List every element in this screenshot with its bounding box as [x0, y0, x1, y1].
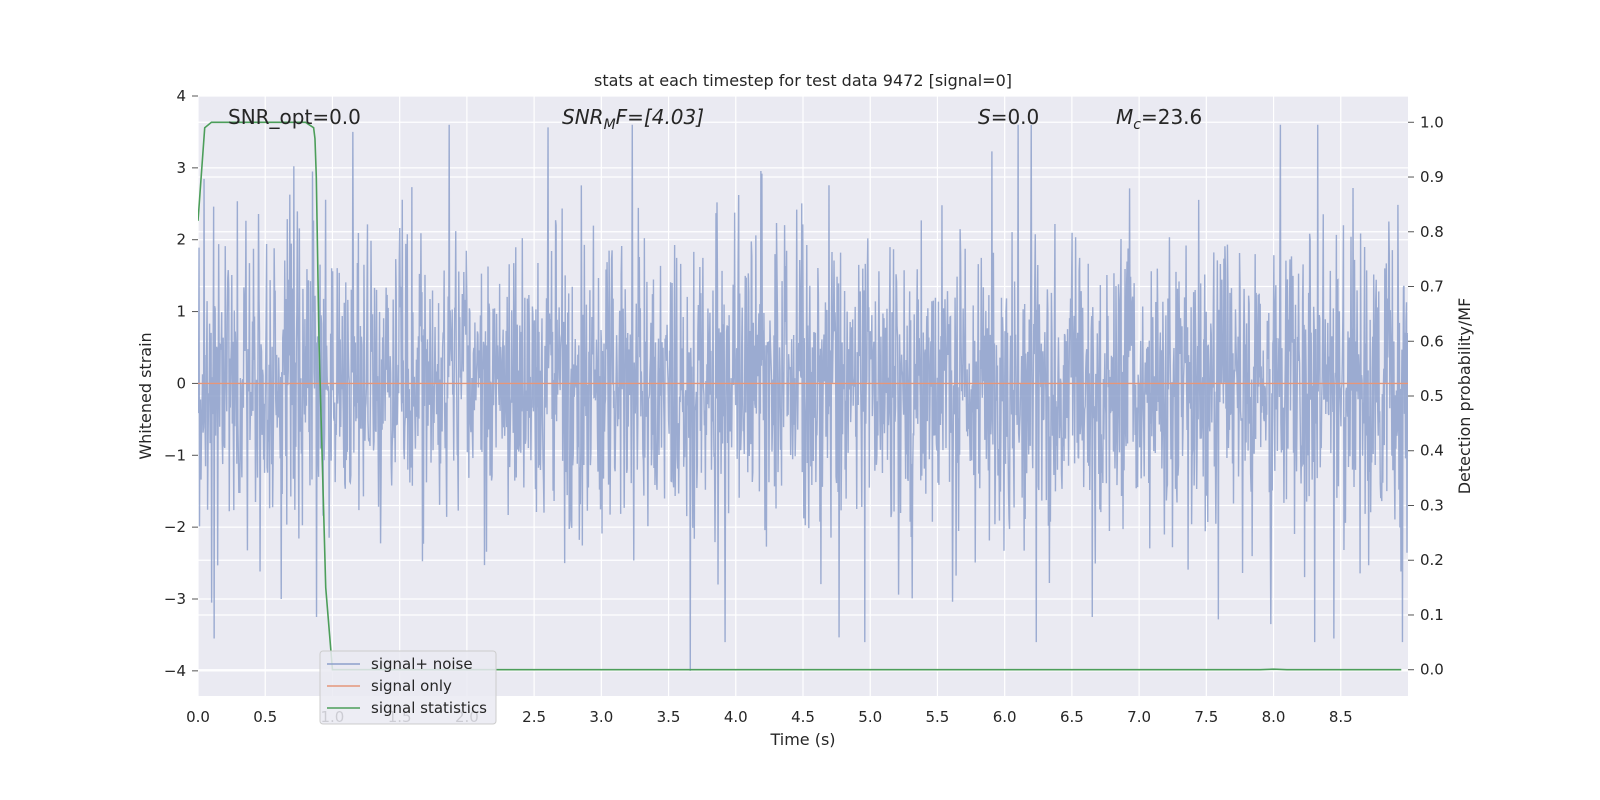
legend-label-signal-only: signal only — [371, 677, 452, 695]
x-tick-label: 6.5 — [1060, 708, 1084, 726]
x-tick-label: 3.5 — [657, 708, 681, 726]
y-tick-label: 4 — [176, 87, 186, 105]
annotation-mc-base: M — [1116, 105, 1133, 129]
annotation-snr-mf-rest: F=[4.03] — [616, 105, 704, 129]
x-tick-label: 0.5 — [253, 708, 277, 726]
annotation-snr-mf-base: SNR — [562, 105, 604, 129]
legend: signal+ noise signal only signal statist… — [319, 650, 497, 725]
y-tick-label: −3 — [164, 590, 186, 608]
x-tick-label: 6.0 — [993, 708, 1017, 726]
x-tick-label: 5.5 — [926, 708, 950, 726]
x-tick-label: 3.0 — [589, 708, 613, 726]
x-tick-label: 7.5 — [1194, 708, 1218, 726]
y2-tick-label: 0.8 — [1420, 223, 1444, 241]
y2-axis-label: Detection probability/MF — [1455, 298, 1474, 495]
y-axis-ticks: 4 3 2 1 0 −1 −2 −3 −4 — [164, 87, 198, 680]
y-tick-label: 1 — [176, 303, 186, 321]
y-tick-label: −1 — [164, 446, 186, 464]
y2-tick-label: 1.0 — [1420, 113, 1444, 131]
x-tick-label: 7.0 — [1127, 708, 1151, 726]
annotation-mc-sub: c — [1133, 117, 1141, 133]
annotation-mc-rest: =23.6 — [1141, 105, 1202, 129]
y-tick-label: 3 — [176, 159, 186, 177]
y2-tick-label: 0.9 — [1420, 168, 1444, 186]
annotation-snr-mf: SNRMF=[4.03] — [562, 105, 704, 133]
x-tick-label: 8.5 — [1329, 708, 1353, 726]
y-tick-label: −4 — [164, 662, 186, 680]
y2-tick-label: 0.6 — [1420, 332, 1444, 350]
series-signal-statistics — [198, 121, 1402, 671]
annotation-s: S=0.0 — [978, 105, 1039, 129]
y-tick-label: 2 — [176, 231, 186, 249]
x-tick-label: 8.0 — [1262, 708, 1286, 726]
y-tick-label: −2 — [164, 518, 186, 536]
annotation-s-italic: S — [978, 105, 991, 129]
y2-tick-label: 0.1 — [1420, 606, 1444, 624]
y2-tick-label: 0.4 — [1420, 442, 1444, 460]
annotation-s-rest: =0.0 — [991, 105, 1040, 129]
chart-title: stats at each timestep for test data 947… — [594, 71, 1012, 90]
x-tick-label: 2.5 — [522, 708, 546, 726]
legend-label-signal-statistics: signal statistics — [371, 699, 487, 717]
y2-tick-label: 0.0 — [1420, 661, 1444, 679]
x-tick-label: 4.0 — [724, 708, 748, 726]
x-tick-label: 5.0 — [858, 708, 882, 726]
y2-tick-label: 0.5 — [1420, 387, 1444, 405]
y2-tick-label: 0.3 — [1420, 496, 1444, 514]
y-axis-label: Whitened strain — [136, 332, 155, 459]
y2-tick-label: 0.2 — [1420, 551, 1444, 569]
legend-label-signal-plus-noise: signal+ noise — [371, 655, 473, 673]
annotation-snr-opt: SNR_opt=0.0 — [228, 105, 361, 129]
series-signal-plus-noise — [198, 124, 1408, 671]
x-axis-label: Time (s) — [769, 730, 835, 749]
annotation-mc: Mc=23.6 — [1116, 105, 1202, 133]
x-tick-label: 0.0 — [186, 708, 210, 726]
y2-axis-ticks: 1.0 0.9 0.8 0.7 0.6 0.5 0.4 0.3 0.2 0.1 0.0 — [1408, 113, 1444, 679]
y2-tick-label: 0.7 — [1420, 278, 1444, 296]
y-tick-label: 0 — [176, 374, 186, 392]
annotation-snr-mf-sub: M — [604, 117, 616, 133]
x-tick-label: 4.5 — [791, 708, 815, 726]
legend-box — [319, 650, 497, 725]
